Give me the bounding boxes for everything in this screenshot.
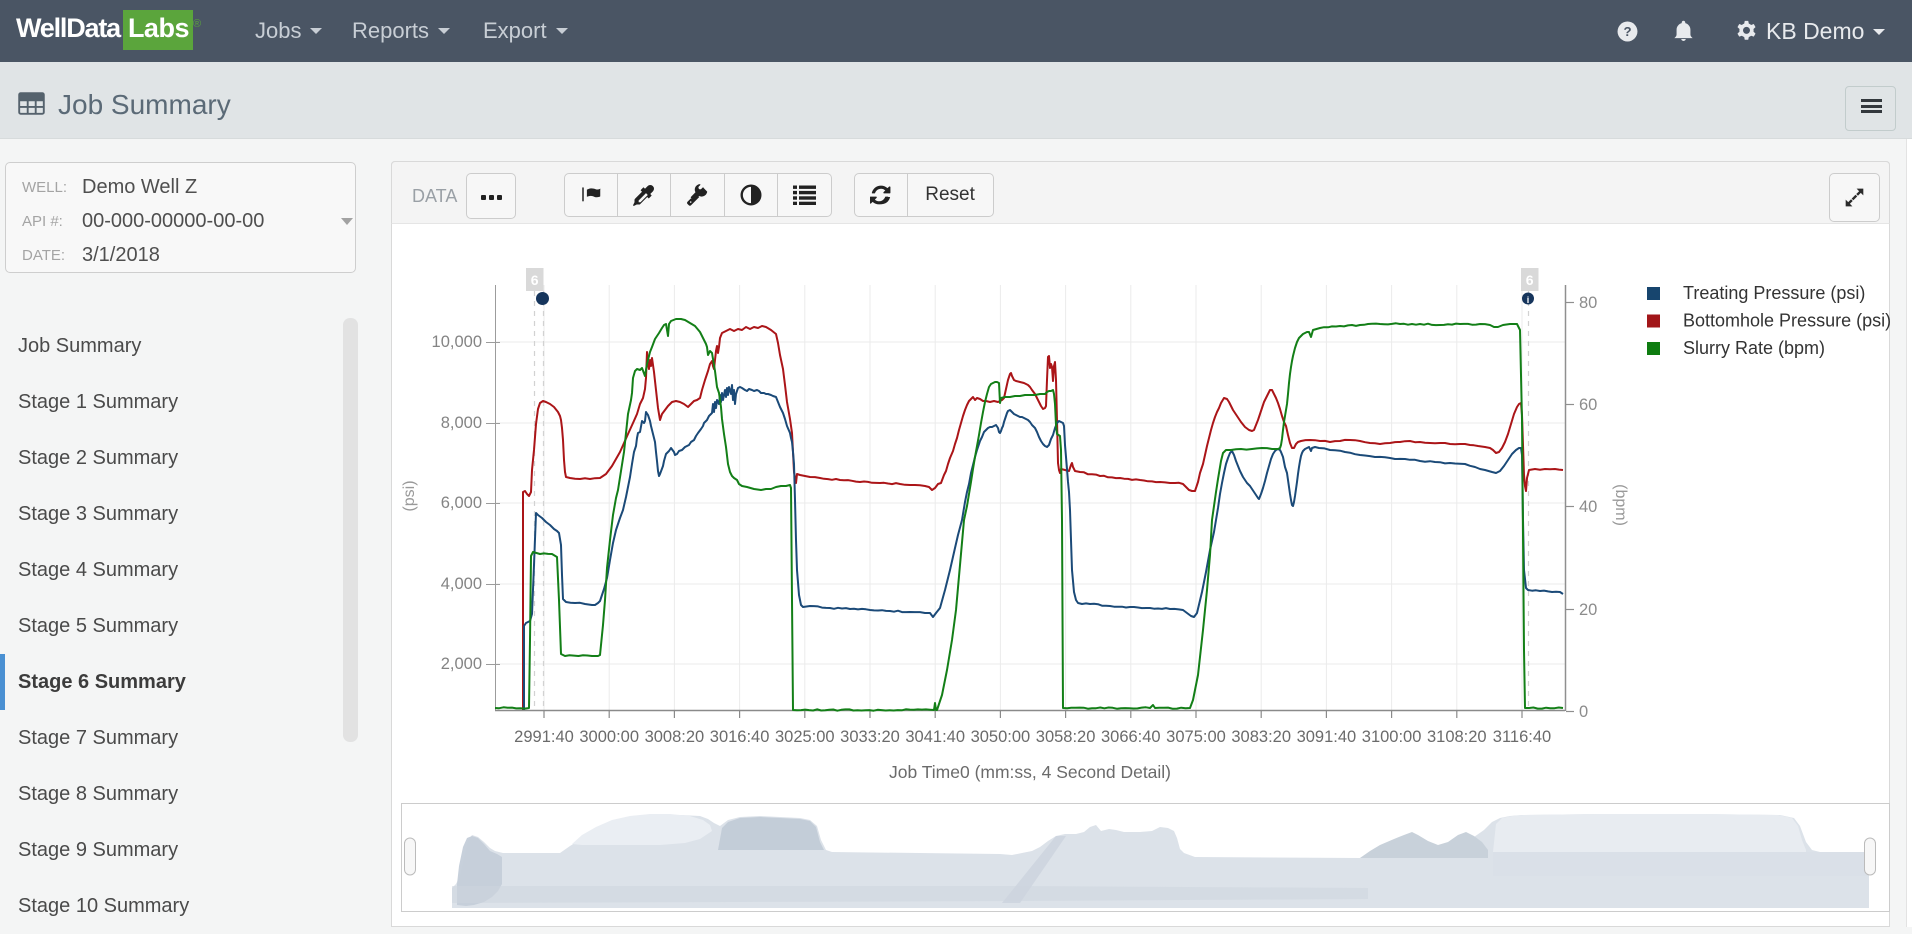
- svg-text:3075:00: 3075:00: [1166, 728, 1226, 746]
- svg-text:60: 60: [1579, 396, 1597, 414]
- svg-text:3000:00: 3000:00: [579, 728, 639, 746]
- svg-text:3100:00: 3100:00: [1362, 728, 1422, 746]
- svg-text:40: 40: [1579, 498, 1597, 516]
- svg-text:3058:20: 3058:20: [1036, 728, 1096, 746]
- svg-text:3033:20: 3033:20: [840, 728, 900, 746]
- svg-text:3108:20: 3108:20: [1427, 728, 1487, 746]
- svg-text:3025:00: 3025:00: [775, 728, 835, 746]
- svg-text:3116:40: 3116:40: [1493, 728, 1551, 746]
- svg-text:3016:40: 3016:40: [710, 728, 770, 746]
- svg-text:Bottomhole Pressure (psi): Bottomhole Pressure (psi): [1683, 311, 1891, 331]
- svg-text:(psi): (psi): [401, 480, 418, 511]
- svg-text:(bpm): (bpm): [1612, 484, 1629, 526]
- svg-text:3091:40: 3091:40: [1297, 728, 1357, 746]
- svg-text:8,000: 8,000: [441, 414, 482, 432]
- svg-text:6: 6: [1526, 272, 1534, 288]
- svg-text:10,000: 10,000: [432, 333, 482, 351]
- svg-text:Slurry Rate (bpm): Slurry Rate (bpm): [1683, 338, 1825, 358]
- svg-text:Treating Pressure (psi): Treating Pressure (psi): [1683, 283, 1865, 303]
- svg-text:?: ?: [1623, 24, 1631, 39]
- svg-text:3066:40: 3066:40: [1101, 728, 1161, 746]
- svg-text:2,000: 2,000: [441, 655, 482, 673]
- svg-text:3041:40: 3041:40: [905, 728, 965, 746]
- svg-text:2991:40: 2991:40: [514, 728, 574, 746]
- svg-text:0: 0: [1579, 703, 1588, 721]
- svg-text:Job Time0 (mm:ss, 4 Second Det: Job Time0 (mm:ss, 4 Second Detail): [889, 762, 1171, 782]
- svg-text:i: i: [1527, 295, 1530, 305]
- svg-text:4,000: 4,000: [441, 575, 482, 593]
- svg-text:6: 6: [531, 272, 539, 288]
- svg-text:3050:00: 3050:00: [971, 728, 1031, 746]
- svg-text:3083:20: 3083:20: [1231, 728, 1291, 746]
- svg-text:20: 20: [1579, 601, 1597, 619]
- svg-text:3008:20: 3008:20: [645, 728, 705, 746]
- svg-text:80: 80: [1579, 294, 1597, 312]
- svg-text:6,000: 6,000: [441, 494, 482, 512]
